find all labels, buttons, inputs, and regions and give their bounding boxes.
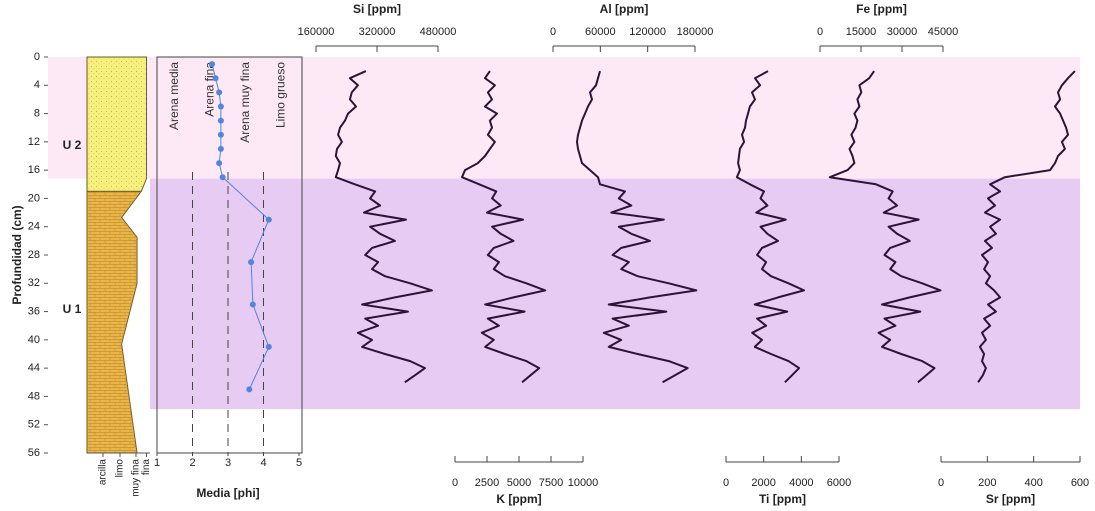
unit-label: U 2 (63, 138, 82, 152)
x-tick-label: 180000 (677, 26, 714, 38)
x-tick-label: 4000 (789, 477, 813, 489)
x-tick-label: 160000 (298, 26, 335, 38)
x-tick-label: 200 (978, 477, 996, 489)
panel-title: Media [phi] (196, 486, 259, 500)
y-tick-label: 28 (28, 249, 40, 261)
data-point (217, 117, 224, 124)
profile-line (461, 70, 547, 384)
panel-title: Sr [ppm] (986, 492, 1035, 506)
panel-title: Al [ppm] (600, 2, 649, 16)
y-tick-label: 4 (34, 79, 40, 91)
panel-title: Fe [ppm] (856, 2, 907, 16)
data-point (209, 61, 216, 68)
y-tick-label: 8 (34, 107, 40, 119)
profile-line (735, 70, 805, 384)
x-tick-label: 0 (723, 477, 729, 489)
data-point (248, 259, 255, 266)
x-tick-label: 45000 (928, 26, 959, 38)
data-point (265, 216, 272, 223)
data-point (216, 89, 223, 96)
profile-line (334, 70, 433, 384)
y-tick-label: 56 (28, 447, 40, 459)
y-tick-label: 52 (28, 419, 40, 431)
x-tick-label: 2000 (751, 477, 775, 489)
y-tick-label: 12 (28, 136, 40, 148)
lithology-texture (87, 191, 142, 453)
panel-title: K [ppm] (496, 492, 541, 506)
x-tick-label: 120000 (629, 26, 666, 38)
y-tick-label: 44 (28, 362, 40, 374)
profile-line (576, 70, 698, 384)
y-tick-label: 20 (28, 192, 40, 204)
class-label: Arena muy fina (238, 62, 252, 143)
y-tick-label: 0 (34, 51, 40, 63)
y-tick-label: 32 (28, 277, 40, 289)
y-tick-label: 16 (28, 164, 40, 176)
x-tick-label: 320000 (359, 26, 396, 38)
x-tick-label: 5000 (507, 477, 531, 489)
x-tick-label: 480000 (420, 26, 457, 38)
x-tick-label: 2500 (475, 477, 499, 489)
data-point (249, 301, 256, 308)
x-tick-label: 1 (154, 457, 160, 469)
data-point (246, 386, 253, 393)
x-tick-label: 400 (1024, 477, 1042, 489)
data-point (216, 160, 223, 167)
x-tick-label: 60000 (585, 26, 616, 38)
x-tick-label: 10000 (568, 477, 599, 489)
data-point (212, 75, 219, 82)
x-tick-label: 600 (1071, 477, 1089, 489)
x-tick-label: 3 (225, 457, 231, 469)
grain-label: fina (141, 459, 152, 476)
data-point (265, 343, 272, 350)
x-tick-label: 6000 (827, 477, 851, 489)
data-point (219, 174, 226, 181)
panel-title: Si [ppm] (353, 2, 401, 16)
y-tick-label: 36 (28, 305, 40, 317)
class-label: Limo grueso (273, 62, 287, 128)
grain-label: limo (115, 459, 126, 478)
x-tick-label: 0 (452, 477, 458, 489)
data-point (217, 131, 224, 138)
x-tick-label: 0 (938, 477, 944, 489)
profile-line (828, 70, 942, 384)
panel-frame (156, 56, 303, 454)
x-tick-label: 0 (817, 26, 823, 38)
profile-line (977, 70, 1076, 383)
grain-label: muy fina (131, 459, 142, 497)
y-axis-title: Profundidad (cm) (10, 205, 24, 304)
x-tick-label: 2 (189, 457, 195, 469)
data-point (217, 103, 224, 110)
data-point (217, 145, 224, 152)
panel-title: Ti [ppm] (759, 492, 806, 506)
grain-label: arcilla (98, 459, 109, 486)
x-tick-label: 5 (296, 457, 302, 469)
unit-label: U 1 (63, 302, 82, 316)
class-label: Arena media (167, 62, 181, 130)
y-tick-label: 40 (28, 334, 40, 346)
lithology-texture (87, 57, 147, 192)
x-tick-label: 0 (550, 26, 556, 38)
class-label: Arena fina (202, 62, 216, 117)
x-tick-label: 4 (260, 457, 266, 469)
x-tick-label: 30000 (887, 26, 918, 38)
y-tick-label: 48 (28, 390, 40, 402)
x-tick-label: 7500 (539, 477, 563, 489)
x-tick-label: 15000 (846, 26, 877, 38)
y-tick-label: 24 (28, 221, 40, 233)
